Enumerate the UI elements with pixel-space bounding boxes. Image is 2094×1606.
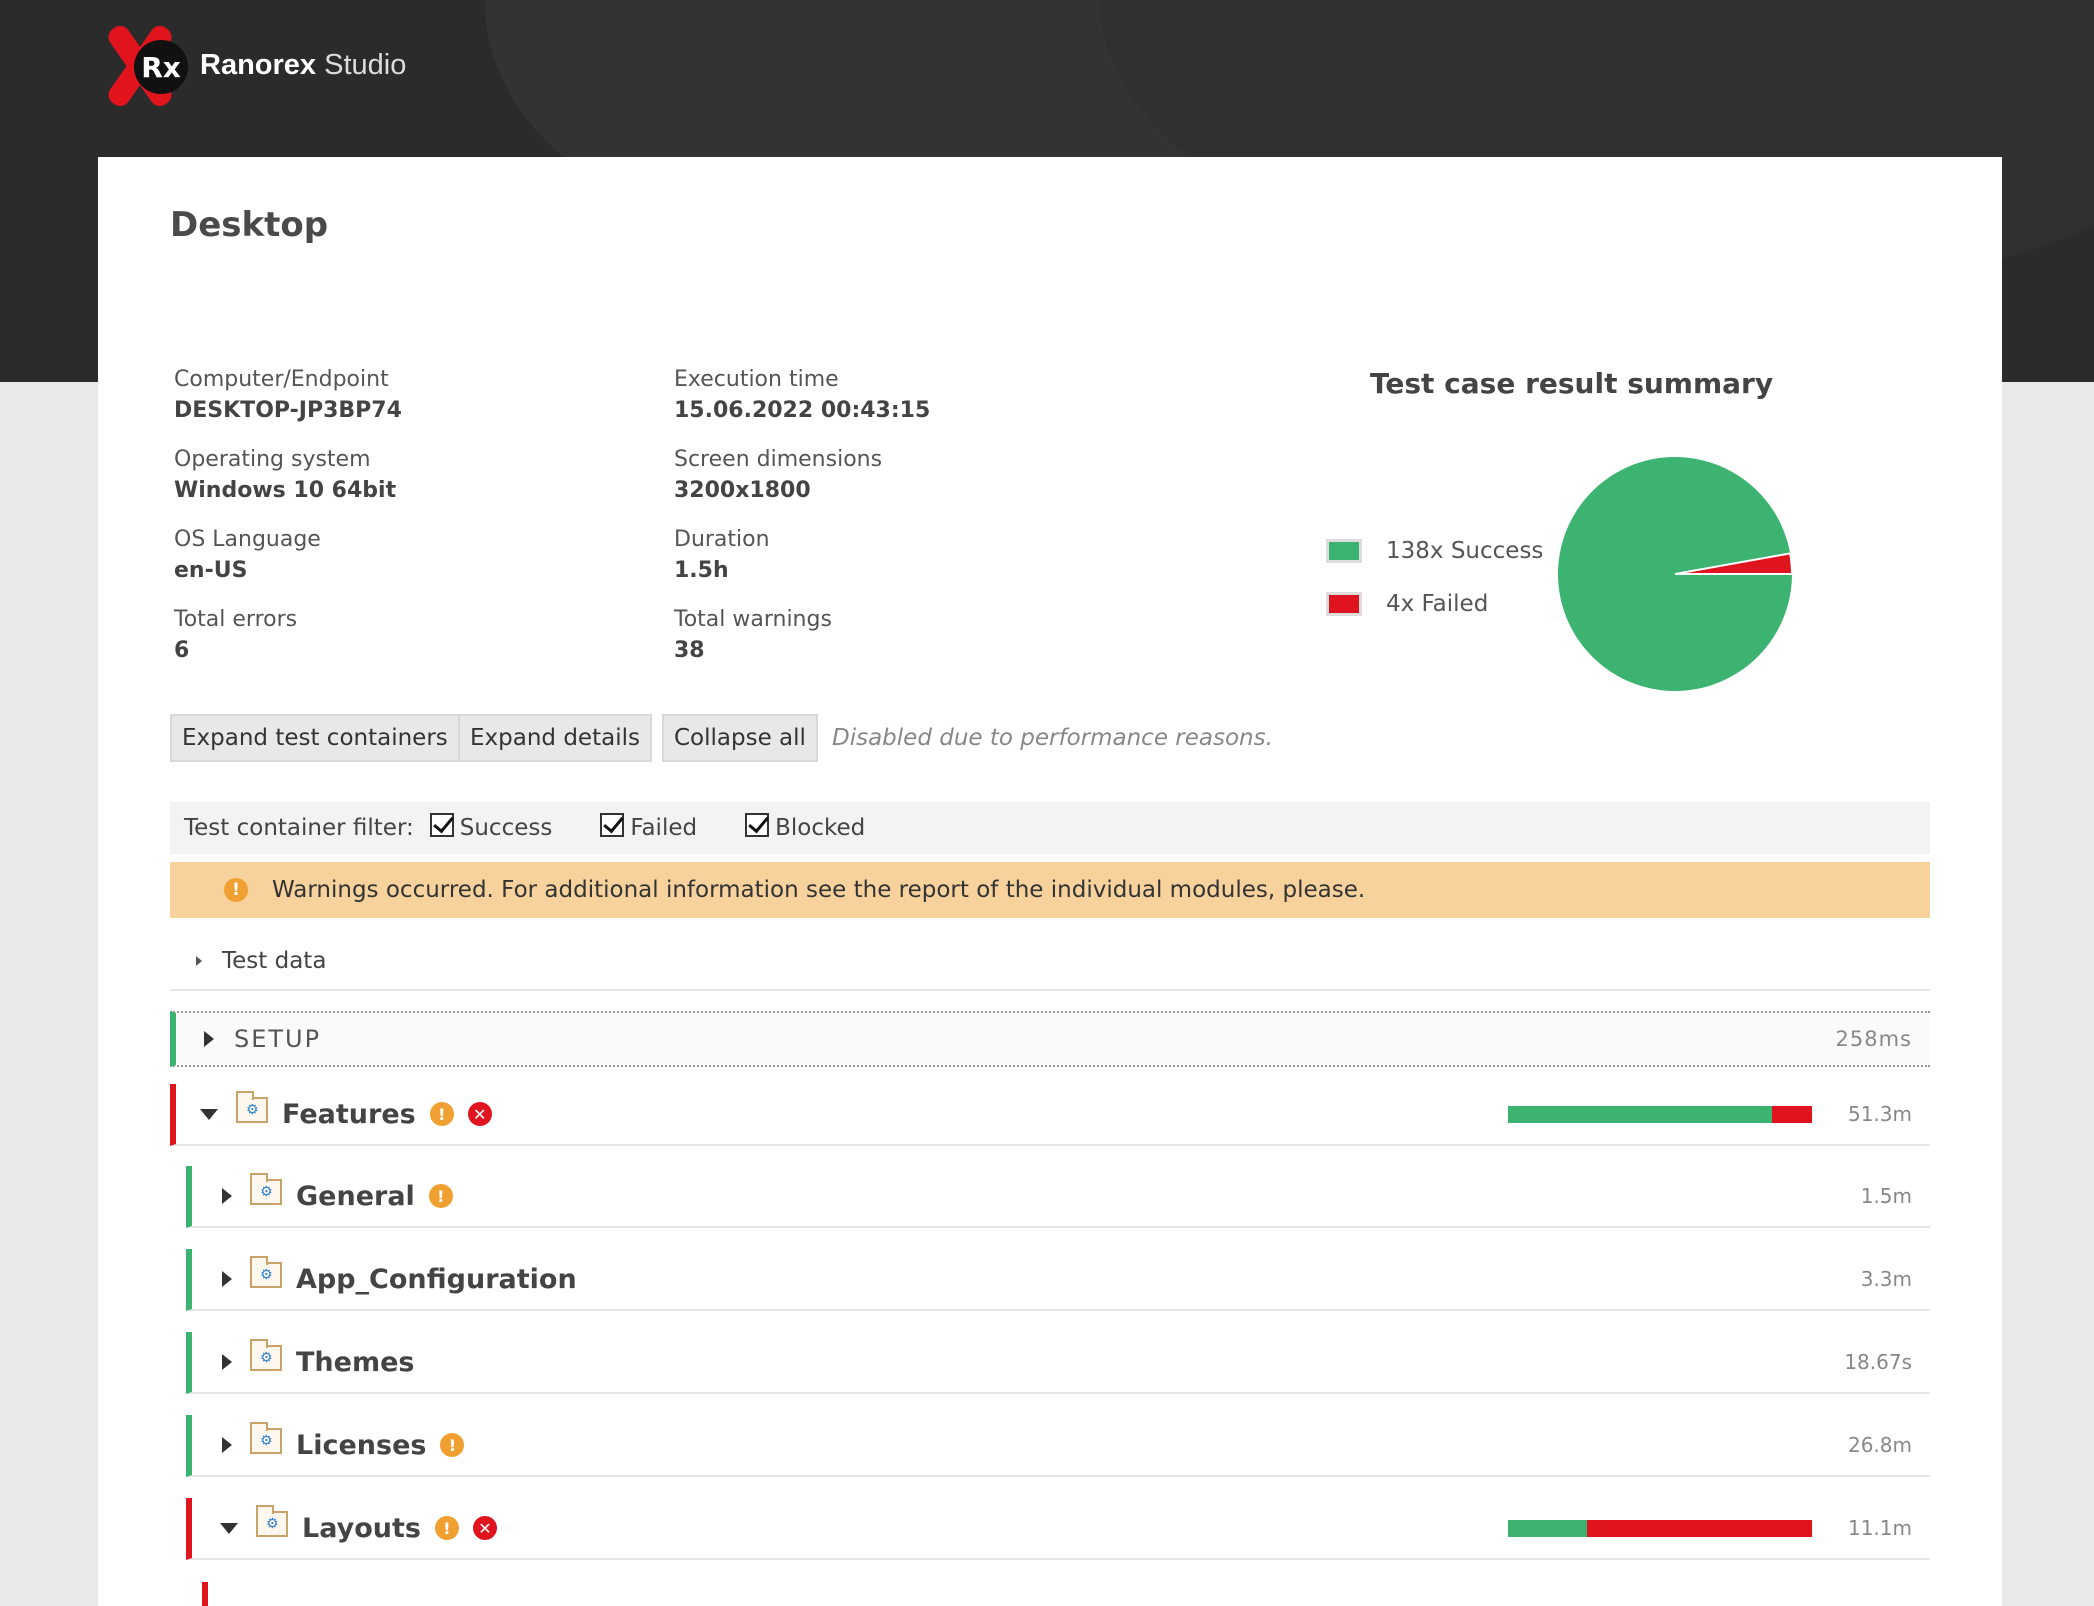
info-language: OS Language en-US [174, 527, 321, 583]
checkbox-checked-icon [745, 813, 770, 837]
test-container-folder-icon [250, 1256, 282, 1288]
container-row[interactable]: Licenses ! 26.8m [186, 1415, 1930, 1477]
expand-arrow-icon [222, 1271, 232, 1287]
checkbox-checked-icon [429, 813, 454, 837]
expand-arrow-icon [222, 1354, 232, 1370]
page-title: Desktop [170, 205, 329, 245]
warning-icon: ! [440, 1433, 465, 1457]
warning-icon: ! [434, 1516, 459, 1540]
collapse-all-button[interactable]: Collapse all [662, 714, 818, 762]
expand-arrow-icon [222, 1437, 232, 1453]
info-os: Operating system Windows 10 64bit [174, 447, 397, 503]
error-icon: ✕ [467, 1102, 492, 1126]
info-screen-dimensions: Screen dimensions 3200x1800 [674, 447, 883, 503]
report-card: Desktop Computer/Endpoint DESKTOP-JP3BP7… [98, 157, 2002, 1606]
container-row[interactable]: Features ! ✕ 51.3m [170, 1084, 1930, 1146]
disabled-note: Disabled due to performance reasons. [832, 725, 1273, 751]
summary-title: Test case result summary [1370, 367, 1774, 400]
result-progress-bar [1508, 1519, 1812, 1537]
info-total-warnings: Total warnings 38 [674, 607, 832, 663]
warning-icon: ! [224, 878, 248, 902]
warning-banner: ! Warnings occurred. For additional info… [170, 862, 1930, 918]
result-progress-bar [1508, 1105, 1812, 1123]
legend-failed: 4x Failed [1326, 591, 1488, 617]
container-row-partial[interactable] [202, 1582, 1930, 1606]
result-pie-chart [1558, 457, 1794, 692]
container-row[interactable]: General ! 1.5m [186, 1166, 1930, 1228]
collapse-arrow-icon [200, 1108, 218, 1120]
info-computer: Computer/Endpoint DESKTOP-JP3BP74 [174, 367, 402, 423]
warning-icon: ! [429, 1102, 454, 1126]
test-container-folder-icon [250, 1339, 282, 1371]
info-duration: Duration 1.5h [674, 527, 770, 583]
test-container-folder-icon [250, 1422, 282, 1454]
app-title: Ranorex Studio [200, 48, 407, 81]
checkbox-checked-icon [600, 813, 625, 837]
collapse-arrow-icon [220, 1522, 238, 1534]
filter-failed-checkbox[interactable]: Failed [600, 813, 697, 841]
test-container-folder-icon [250, 1173, 282, 1205]
filter-blocked-checkbox[interactable]: Blocked [745, 813, 865, 841]
expand-details-button[interactable]: Expand details [458, 714, 652, 762]
ranorex-logo: Rx Ranorex Studio [98, 20, 406, 110]
container-row[interactable]: Themes 18.67s [186, 1332, 1930, 1394]
info-execution-time: Execution time 15.06.2022 00:43:15 [674, 367, 931, 423]
expand-triangle-icon [196, 956, 202, 966]
info-total-errors: Total errors 6 [174, 607, 298, 663]
expand-arrow-icon [204, 1031, 214, 1047]
filter-success-checkbox[interactable]: Success [429, 813, 552, 841]
setup-row[interactable]: SETUP 258ms [170, 1011, 1930, 1067]
test-data-toggle[interactable]: Test data [170, 933, 1930, 991]
expand-arrow-icon [222, 1188, 232, 1204]
warning-icon: ! [428, 1184, 453, 1208]
logo-icon: Rx [98, 22, 188, 110]
container-row[interactable]: App_Configuration 3.3m [186, 1249, 1930, 1311]
test-container-folder-icon [256, 1505, 288, 1537]
legend-success-swatch [1326, 539, 1362, 563]
container-row[interactable]: Layouts ! ✕ 11.1m [186, 1498, 1930, 1560]
test-container-folder-icon [236, 1091, 268, 1123]
legend-failed-swatch [1326, 592, 1362, 616]
legend-success: 138x Success [1326, 538, 1543, 564]
expand-test-containers-button[interactable]: Expand test containers [170, 714, 460, 762]
error-icon: ✕ [472, 1516, 497, 1540]
test-container-filter: Test container filter: Success Failed Bl… [170, 802, 1930, 854]
pie-slice-failed [1674, 552, 1794, 575]
